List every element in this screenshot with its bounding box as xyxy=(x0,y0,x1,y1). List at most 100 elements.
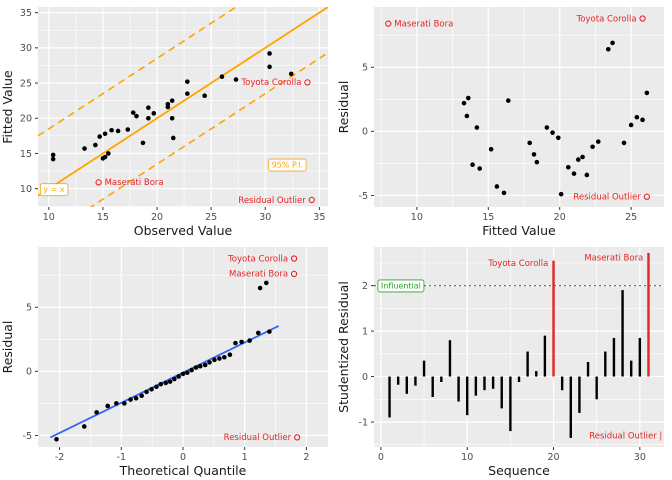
x-tick-label: 20 xyxy=(547,452,559,463)
data-point xyxy=(247,338,252,343)
x-tick-label: 20 xyxy=(151,212,163,223)
data-point xyxy=(644,90,650,96)
pi-upper-line xyxy=(38,7,238,137)
x-axis-title: Observed Value xyxy=(134,223,233,238)
y-axis-title: Residual xyxy=(0,321,15,374)
highlight-point xyxy=(290,255,298,262)
data-point xyxy=(488,147,494,152)
x-tick-label: 15 xyxy=(97,212,109,223)
data-point xyxy=(255,330,261,336)
y-tick-label: 30 xyxy=(20,43,32,54)
data-point xyxy=(146,115,151,121)
data-point xyxy=(605,47,611,52)
highlight-point xyxy=(290,270,298,278)
data-point xyxy=(167,379,173,384)
data-point xyxy=(102,131,108,137)
boxed-label-text: y = x xyxy=(43,185,65,194)
plot-panel xyxy=(374,7,664,207)
data-point xyxy=(189,367,194,373)
data-point xyxy=(109,127,114,133)
x-tick-label: 10 xyxy=(43,212,55,223)
data-point xyxy=(115,128,121,134)
data-point xyxy=(202,362,208,368)
data-point xyxy=(97,134,102,139)
data-point xyxy=(584,172,590,178)
data-point xyxy=(494,184,500,189)
y-tick-label: 10 xyxy=(20,184,32,195)
data-point xyxy=(193,365,199,370)
highlight-point xyxy=(293,434,301,441)
plot-area xyxy=(461,40,650,197)
y-axis-title: Studentized Residual xyxy=(336,281,351,413)
data-point xyxy=(640,117,645,123)
data-point xyxy=(154,384,159,390)
y-axis-title: Fitted Value xyxy=(0,70,15,144)
y-tick-label: -5 xyxy=(359,191,368,202)
data-point xyxy=(580,154,585,160)
x-tick-label: 30 xyxy=(634,452,646,463)
data-point xyxy=(527,140,533,146)
data-point xyxy=(477,166,483,171)
y-tick-label: 35 xyxy=(20,8,32,19)
data-point xyxy=(550,130,555,135)
data-point xyxy=(233,77,239,82)
y-tick-label: 1 xyxy=(362,326,368,337)
highlight-point xyxy=(308,196,315,204)
x-tick-label: -2 xyxy=(55,452,64,463)
y-tick-label: 5 xyxy=(26,303,32,314)
qq-plot-chart: -2 -1 0 1 2 -5 0 5 Theoretical Quantile Residual T… xyxy=(0,247,328,478)
plot-panel xyxy=(374,247,664,447)
data-point xyxy=(149,387,154,392)
x-tick-label: 35 xyxy=(313,212,325,223)
data-point xyxy=(93,142,98,148)
data-point xyxy=(470,162,475,167)
data-point xyxy=(185,370,190,375)
x-tick-label: 10 xyxy=(461,452,473,463)
annotation-label: Residual Outlier | xyxy=(589,432,662,442)
plot-area xyxy=(38,7,328,207)
plot-area xyxy=(374,252,664,438)
data-point xyxy=(105,403,111,409)
identity-line xyxy=(38,7,328,197)
data-point xyxy=(267,64,272,70)
data-point xyxy=(144,389,149,395)
highlight-label: Maserati Bora xyxy=(229,270,288,280)
data-point xyxy=(130,110,136,115)
x-tick-label: 25 xyxy=(205,212,217,223)
data-point xyxy=(50,156,56,162)
highlight-label: Residual Outlier xyxy=(238,196,306,206)
data-point xyxy=(555,135,561,141)
data-point xyxy=(125,127,131,132)
data-point xyxy=(128,397,133,402)
boxed-label-frame xyxy=(268,158,307,172)
data-point xyxy=(158,381,164,387)
annotation-label: Toyota Corolla xyxy=(487,259,548,269)
data-point xyxy=(288,71,294,77)
data-point xyxy=(461,100,467,106)
y-axis-title: Residual xyxy=(336,81,351,134)
data-point xyxy=(54,437,59,442)
highlight-point xyxy=(643,193,651,200)
x-axis-title: Theoretical Quantile xyxy=(119,463,247,478)
plot-panel xyxy=(38,7,328,207)
data-point xyxy=(134,113,139,119)
data-point xyxy=(565,164,571,170)
boxed-label-frame xyxy=(377,279,425,293)
data-point xyxy=(263,280,269,286)
data-point xyxy=(165,101,171,107)
highlight-label: Residual Outlier xyxy=(224,433,292,443)
data-point xyxy=(207,360,212,365)
fitted-vs-observed-chart: 10 15 20 25 30 35 10 15 20 25 30 35 Observed Value Fi… xyxy=(0,7,328,238)
highlight-point xyxy=(385,20,392,27)
residual-vs-fitted-chart: 10 15 20 25 -5 0 5 Fitted Value Residual Maserati… xyxy=(336,7,664,238)
data-point xyxy=(180,371,186,377)
data-point xyxy=(257,285,263,291)
data-point xyxy=(102,154,108,160)
data-point xyxy=(170,135,176,141)
highlight-label: Maserati Bora xyxy=(394,19,453,29)
data-point xyxy=(621,140,627,146)
data-point xyxy=(595,139,601,144)
data-point xyxy=(610,40,615,46)
data-point xyxy=(146,105,151,111)
